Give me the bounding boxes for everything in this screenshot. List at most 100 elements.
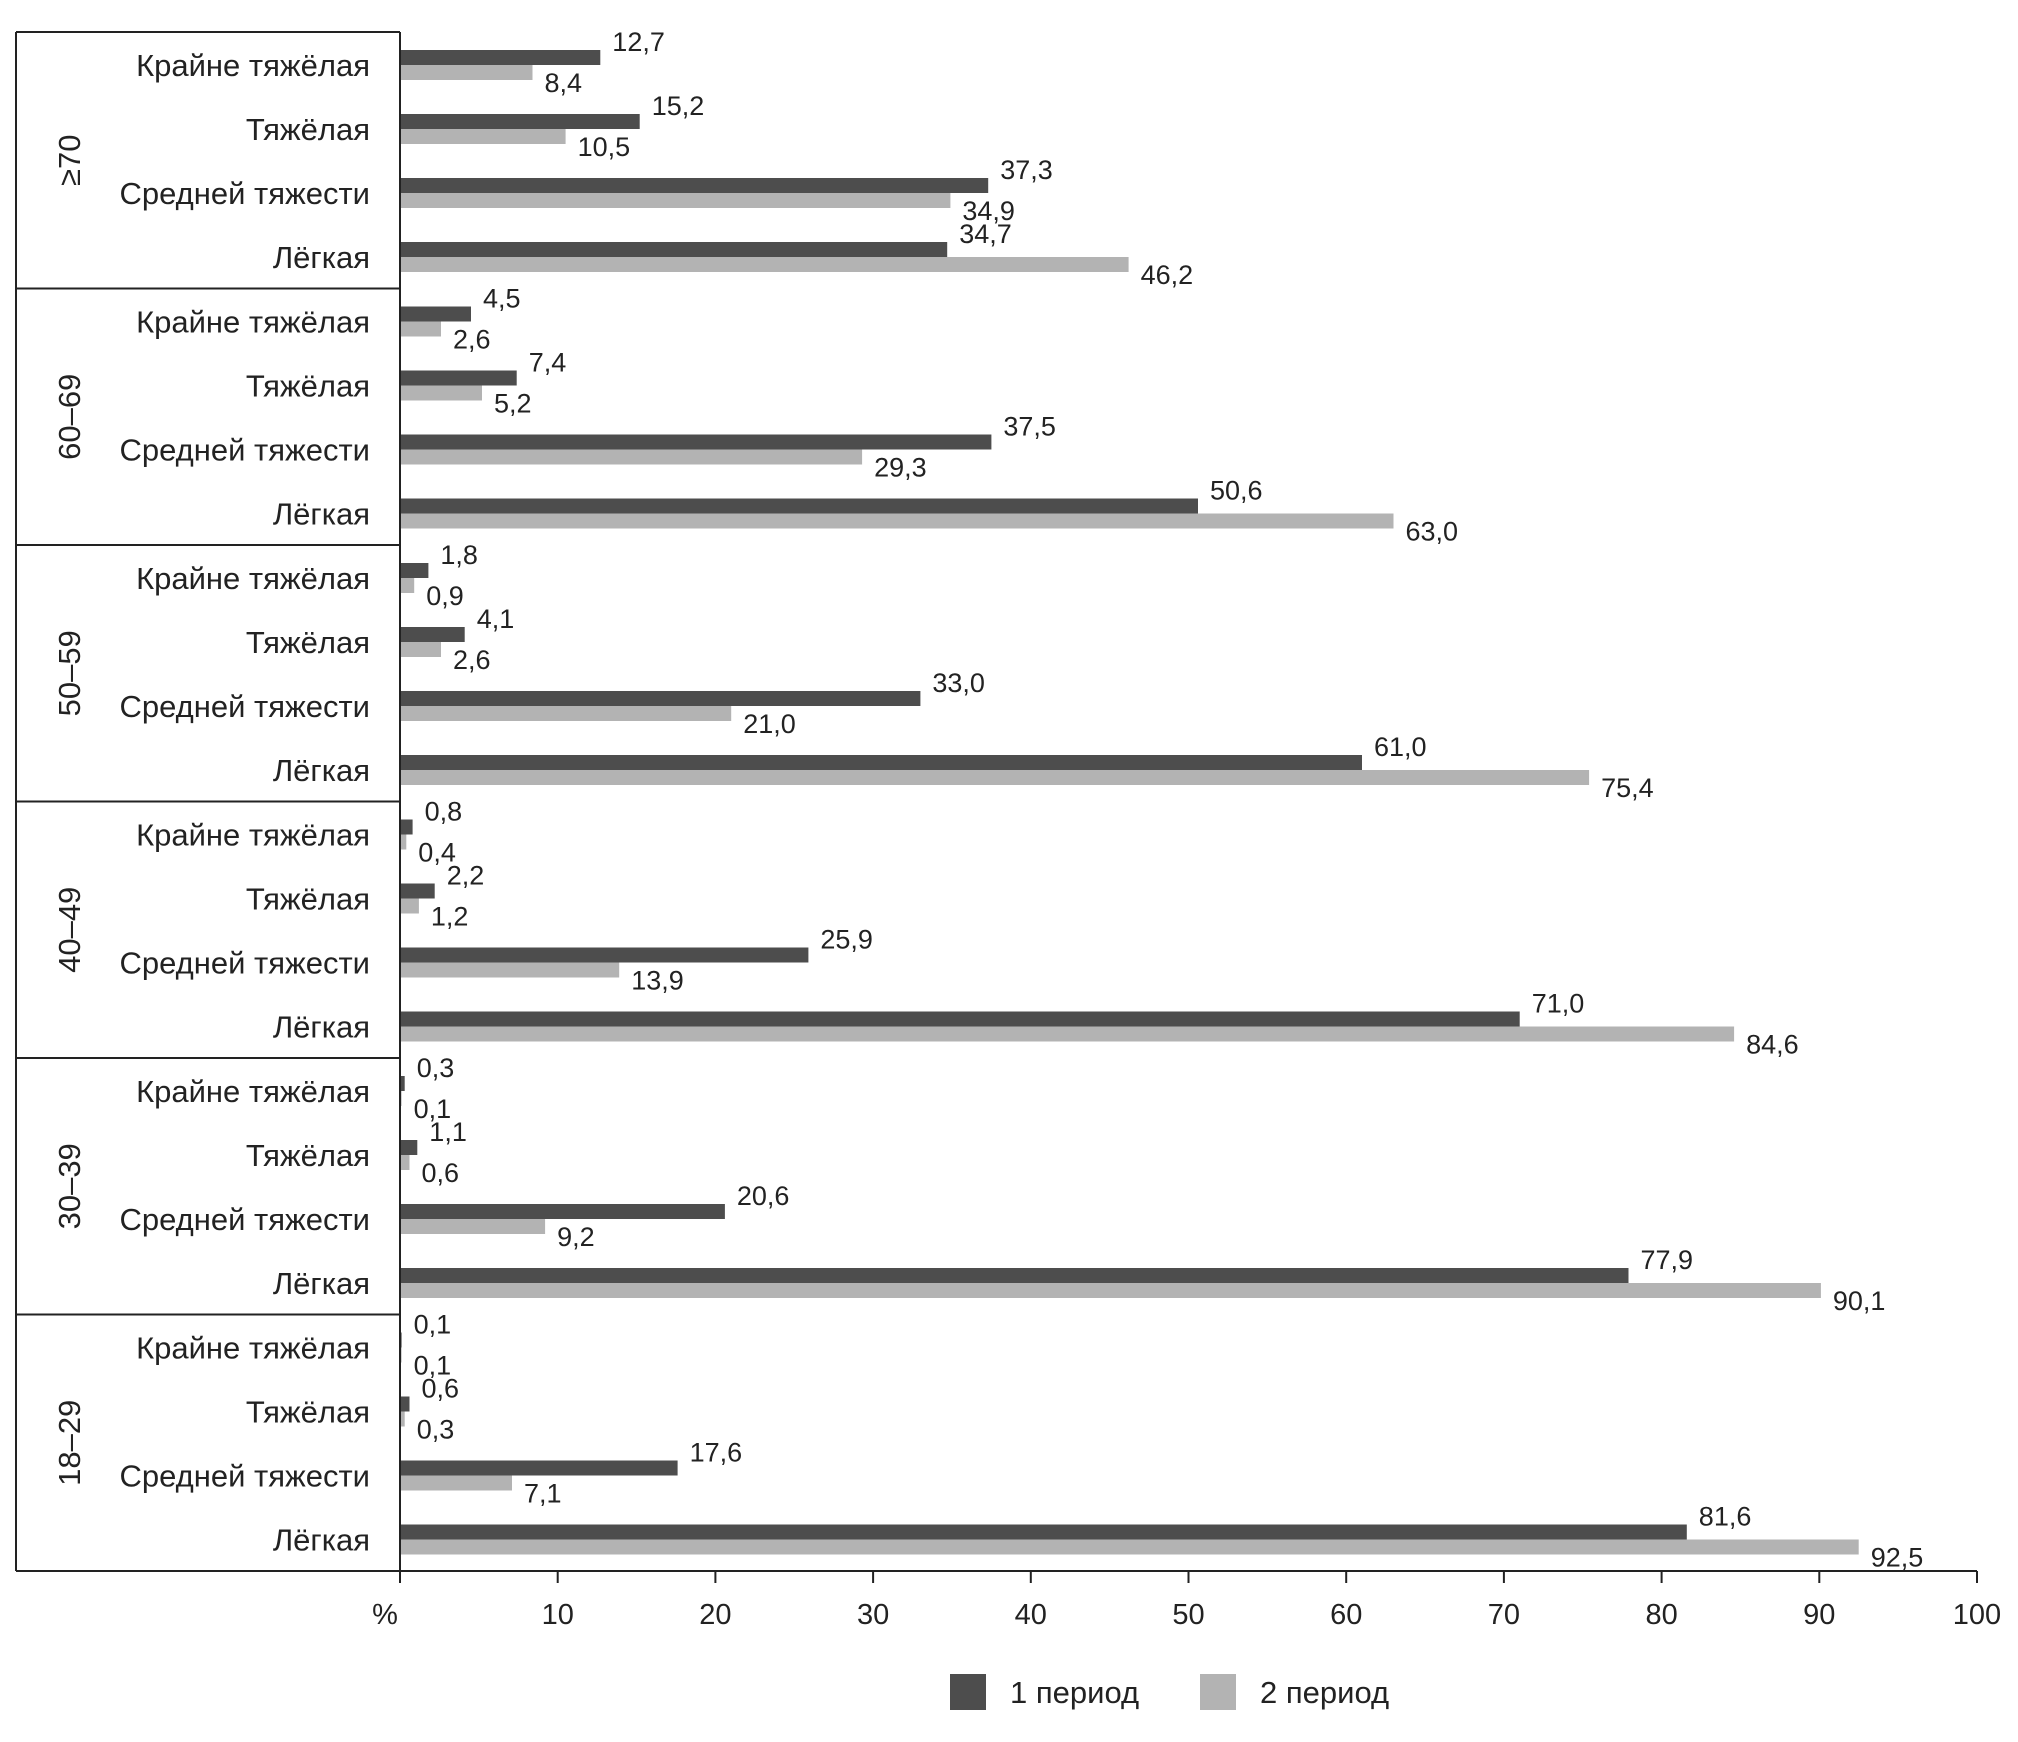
- data-label-period-1: 1,8: [440, 540, 478, 570]
- category-label: Лёгкая: [273, 240, 370, 275]
- x-tick-label: 10: [542, 1599, 574, 1631]
- category-label: Крайне тяжёлая: [136, 48, 370, 83]
- bar-period-1: [400, 306, 471, 322]
- bar-period-1: [400, 1076, 405, 1091]
- bar-period-2: [400, 449, 863, 465]
- category-label: Средней тяжести: [119, 946, 370, 981]
- bar-period-1: [400, 1011, 1520, 1027]
- bar-period-1: [400, 1524, 1687, 1540]
- data-label-period-1: 4,1: [477, 604, 515, 634]
- legend-label-period-2: 2 период: [1260, 1675, 1389, 1710]
- data-label-period-1: 33,0: [932, 668, 985, 698]
- bar-period-2: [400, 962, 620, 978]
- age-group-label: 18–29: [52, 1400, 87, 1486]
- bar-period-1: [400, 1396, 410, 1412]
- bar-period-2: [400, 1283, 1821, 1298]
- category-label: Лёгкая: [273, 753, 370, 788]
- category-label: Лёгкая: [273, 1523, 370, 1558]
- bar-period-2: [400, 1026, 1735, 1042]
- category-label: Средней тяжести: [119, 1459, 370, 1494]
- category-label: Тяжёлая: [246, 625, 370, 660]
- x-tick-label: 50: [1172, 1599, 1204, 1631]
- x-tick-label: 60: [1330, 1599, 1362, 1631]
- bars: [400, 50, 1859, 1555]
- x-tick-label: 70: [1488, 1599, 1520, 1631]
- bar-period-2: [400, 385, 482, 401]
- category-label: Тяжёлая: [246, 369, 370, 404]
- data-label-period-2: 21,0: [743, 709, 796, 739]
- data-label-period-2: 10,5: [578, 132, 631, 162]
- bar-period-1: [400, 627, 465, 642]
- axes: 10 20 30 40 50 60 70 80 90 100%: [15, 31, 2001, 1631]
- category-label: Средней тяжести: [119, 176, 370, 211]
- data-label-period-2: 0,1: [414, 1351, 452, 1381]
- data-label-period-1: 81,6: [1699, 1502, 1752, 1532]
- x-tick-label: 30: [857, 1599, 889, 1631]
- data-label-period-2: 29,3: [874, 453, 927, 483]
- bar-period-2: [400, 898, 419, 914]
- data-label-period-1: 61,0: [1374, 732, 1427, 762]
- bar-period-2: [400, 706, 732, 721]
- legend-label-period-1: 1 период: [1010, 1675, 1139, 1710]
- bar-period-1: [400, 883, 435, 899]
- x-tick-label: 100: [1953, 1599, 2001, 1631]
- age-group-label: 60–69: [52, 374, 87, 460]
- bar-period-2: [400, 1155, 410, 1170]
- data-label-period-2: 13,9: [631, 966, 684, 996]
- data-label-period-2: 63,0: [1406, 517, 1459, 547]
- bar-period-1: [400, 370, 517, 386]
- data-label-period-1: 12,7: [612, 27, 665, 57]
- data-label-period-1: 71,0: [1532, 989, 1585, 1019]
- data-label-period-2: 0,3: [417, 1415, 455, 1445]
- bar-period-2: [400, 642, 441, 657]
- data-label-period-1: 0,8: [425, 797, 463, 827]
- category-label: Средней тяжести: [119, 1202, 370, 1237]
- data-label-period-1: 0,3: [417, 1053, 455, 1083]
- data-label-period-1: 1,1: [429, 1117, 467, 1147]
- bar-period-1: [400, 178, 989, 193]
- category-label: Крайне тяжёлая: [136, 818, 370, 853]
- data-label-period-2: 2,6: [453, 645, 491, 675]
- x-tick-label: 80: [1645, 1599, 1677, 1631]
- data-label-period-2: 92,5: [1871, 1543, 1924, 1573]
- bar-period-2: [400, 65, 533, 80]
- category-label: Лёгкая: [273, 497, 370, 532]
- bar-period-1: [400, 1268, 1629, 1283]
- data-label-period-2: 75,4: [1601, 773, 1654, 803]
- age-group-label: 30–39: [52, 1143, 87, 1229]
- data-label-period-2: 7,1: [524, 1479, 562, 1509]
- age-group-labels: ≥70 60–69 50–59 40–49 30–39 18–29: [52, 135, 87, 1486]
- age-group-label: 50–59: [52, 630, 87, 716]
- data-label-period-1: 7,4: [529, 348, 567, 378]
- x-tick-label: 40: [1015, 1599, 1047, 1631]
- bar-period-1: [400, 114, 640, 129]
- category-label: Лёгкая: [273, 1266, 370, 1301]
- data-label-period-2: 0,6: [422, 1158, 460, 1188]
- bar-period-2: [400, 193, 951, 208]
- data-label-period-2: 2,6: [453, 325, 491, 355]
- category-label: Лёгкая: [273, 1010, 370, 1045]
- bar-period-1: [400, 1204, 725, 1219]
- bar-period-1: [400, 50, 601, 65]
- data-label-period-1: 4,5: [483, 284, 521, 314]
- category-label: Тяжёлая: [246, 112, 370, 147]
- data-label-period-1: 77,9: [1641, 1245, 1694, 1275]
- data-label-period-1: 50,6: [1210, 476, 1263, 506]
- data-label-period-1: 0,6: [422, 1374, 460, 1404]
- data-label-period-1: 37,5: [1003, 412, 1056, 442]
- bar-period-2: [400, 1475, 512, 1491]
- value-labels: 12,7 8,4 15,2 10,5 37,3 34,934,7 46,2 4,5 2,6 7,4…: [414, 27, 1924, 1573]
- age-group-label: 40–49: [52, 887, 87, 973]
- category-label: Крайне тяжёлая: [136, 1331, 370, 1366]
- bar-period-1: [400, 947, 809, 963]
- data-label-period-1: 0,1: [414, 1310, 452, 1340]
- category-label: Крайне тяжёлая: [136, 561, 370, 596]
- bar-period-2: [400, 1539, 1859, 1555]
- bar-period-2: [400, 770, 1590, 785]
- data-label-period-2: 1,2: [431, 902, 469, 932]
- data-label-period-1: 25,9: [820, 925, 873, 955]
- data-label-period-2: 0,1: [414, 1094, 452, 1124]
- bar-period-1: [400, 1140, 418, 1155]
- age-group-label: ≥70: [52, 135, 87, 187]
